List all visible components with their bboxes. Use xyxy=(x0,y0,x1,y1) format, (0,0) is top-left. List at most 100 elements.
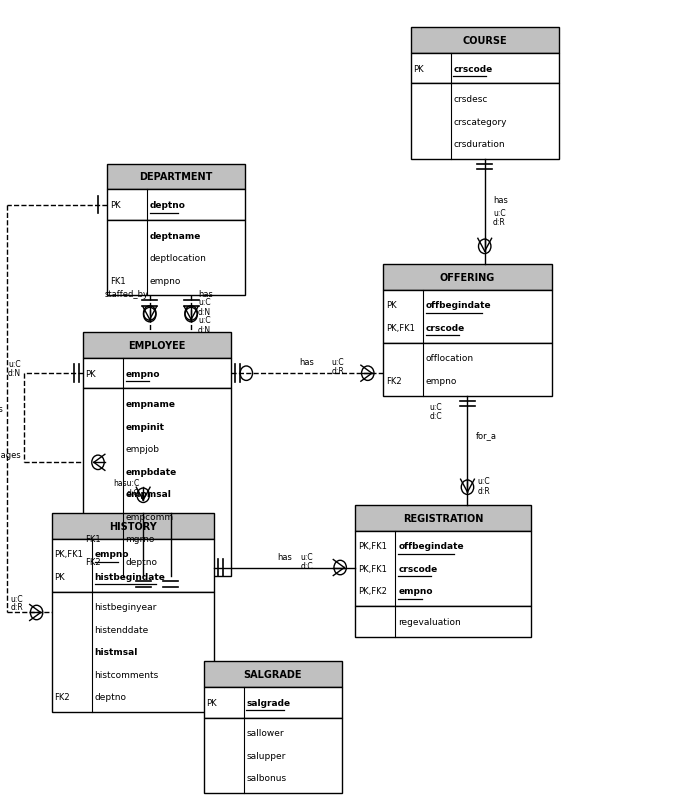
Text: PK: PK xyxy=(386,301,396,310)
Text: u:C: u:C xyxy=(10,593,23,603)
Text: crsduration: crsduration xyxy=(453,140,505,149)
Text: empcomm: empcomm xyxy=(126,512,174,521)
Text: empmsal: empmsal xyxy=(126,489,171,499)
Text: deptlocation: deptlocation xyxy=(150,253,206,263)
Bar xyxy=(52,592,214,712)
Bar xyxy=(204,718,342,793)
Text: empjob: empjob xyxy=(126,444,159,454)
Text: d:C: d:C xyxy=(127,488,139,497)
Text: has: has xyxy=(0,404,3,414)
Text: PK,FK1: PK,FK1 xyxy=(386,323,415,333)
Text: sallower: sallower xyxy=(246,728,284,738)
Text: staffed_by: staffed_by xyxy=(104,290,148,299)
Bar xyxy=(107,221,245,296)
Text: OFFERING: OFFERING xyxy=(440,273,495,282)
Text: for_a: for_a xyxy=(476,430,497,439)
Text: salgrade: salgrade xyxy=(246,698,290,707)
Text: u:C: u:C xyxy=(198,298,210,307)
Text: manages: manages xyxy=(0,450,21,460)
Bar xyxy=(355,606,531,637)
Text: PK: PK xyxy=(86,369,96,379)
Text: crscategory: crscategory xyxy=(453,117,507,127)
Text: PK: PK xyxy=(206,698,217,707)
Text: SALGRADE: SALGRADE xyxy=(244,670,302,679)
Text: offlocation: offlocation xyxy=(426,354,474,363)
Text: empno: empno xyxy=(426,376,457,386)
Bar xyxy=(83,333,231,358)
Text: u:C: u:C xyxy=(331,358,344,367)
Bar xyxy=(411,84,559,160)
Text: d:C: d:C xyxy=(429,411,442,421)
Text: REGISTRATION: REGISTRATION xyxy=(403,513,484,523)
Text: has: has xyxy=(277,552,292,561)
Bar xyxy=(204,662,342,687)
Text: salupper: salupper xyxy=(246,751,286,760)
Bar xyxy=(355,505,531,531)
Text: HISTORY: HISTORY xyxy=(109,521,157,531)
Text: d:N: d:N xyxy=(198,325,211,334)
Text: histbegindate: histbegindate xyxy=(95,572,166,581)
Text: FK2: FK2 xyxy=(86,557,101,566)
Bar xyxy=(52,513,214,539)
Text: has: has xyxy=(493,196,508,205)
Bar xyxy=(383,343,552,396)
Bar xyxy=(383,265,552,290)
Text: crscode: crscode xyxy=(426,323,465,333)
Text: empbdate: empbdate xyxy=(126,467,177,476)
Text: deptno: deptno xyxy=(95,692,126,702)
Text: has: has xyxy=(299,358,315,367)
Text: d:N: d:N xyxy=(8,368,21,378)
Text: PK: PK xyxy=(110,200,120,210)
Bar xyxy=(83,358,231,389)
Bar xyxy=(52,539,214,592)
Text: has: has xyxy=(198,290,213,299)
Bar xyxy=(107,164,245,190)
Text: histmsal: histmsal xyxy=(95,647,138,657)
Text: u:C: u:C xyxy=(198,315,210,325)
Text: crscode: crscode xyxy=(398,564,437,573)
Text: empno: empno xyxy=(398,586,433,596)
Text: crsdesc: crsdesc xyxy=(453,95,488,104)
Text: DEPARTMENT: DEPARTMENT xyxy=(139,172,213,182)
Text: d:C: d:C xyxy=(300,561,313,570)
Text: d:R: d:R xyxy=(493,218,506,227)
Text: offbegindate: offbegindate xyxy=(426,301,491,310)
Text: FK2: FK2 xyxy=(55,692,70,702)
Text: regevaluation: regevaluation xyxy=(398,617,461,626)
Bar xyxy=(411,28,559,54)
Bar xyxy=(204,687,342,718)
Text: PK,FK1: PK,FK1 xyxy=(358,564,387,573)
Bar xyxy=(107,190,245,221)
Text: d:N: d:N xyxy=(198,307,211,317)
Text: PK,FK2: PK,FK2 xyxy=(358,586,387,596)
Text: offbegindate: offbegindate xyxy=(398,541,464,551)
Text: d:R: d:R xyxy=(477,486,491,496)
Text: crscode: crscode xyxy=(453,64,493,74)
Text: histenddate: histenddate xyxy=(95,625,149,634)
Text: PK: PK xyxy=(55,572,65,581)
Text: EMPLOYEE: EMPLOYEE xyxy=(128,341,186,350)
Text: u:C: u:C xyxy=(429,403,442,412)
Text: u:C: u:C xyxy=(493,209,506,218)
Text: histcomments: histcomments xyxy=(95,670,159,679)
Text: d:R: d:R xyxy=(331,367,344,376)
Text: empno: empno xyxy=(126,369,160,379)
Text: COURSE: COURSE xyxy=(462,36,507,46)
Text: empinit: empinit xyxy=(126,422,165,431)
Text: histbeginyear: histbeginyear xyxy=(95,602,157,612)
Text: mgrno: mgrno xyxy=(126,534,155,544)
Text: FK1: FK1 xyxy=(86,534,101,544)
Text: u:C: u:C xyxy=(300,552,313,561)
Text: deptno: deptno xyxy=(126,557,157,566)
Text: d:R: d:R xyxy=(10,602,23,612)
Text: empname: empname xyxy=(126,399,175,409)
Text: PK: PK xyxy=(413,64,424,74)
Text: u:C: u:C xyxy=(477,476,491,486)
Bar xyxy=(383,290,552,343)
Text: PK,FK1: PK,FK1 xyxy=(358,541,387,551)
Text: deptno: deptno xyxy=(150,200,186,210)
Bar xyxy=(355,531,531,606)
Text: salbonus: salbonus xyxy=(246,773,286,783)
Text: hasu:C: hasu:C xyxy=(113,478,139,488)
Text: empno: empno xyxy=(95,549,129,559)
